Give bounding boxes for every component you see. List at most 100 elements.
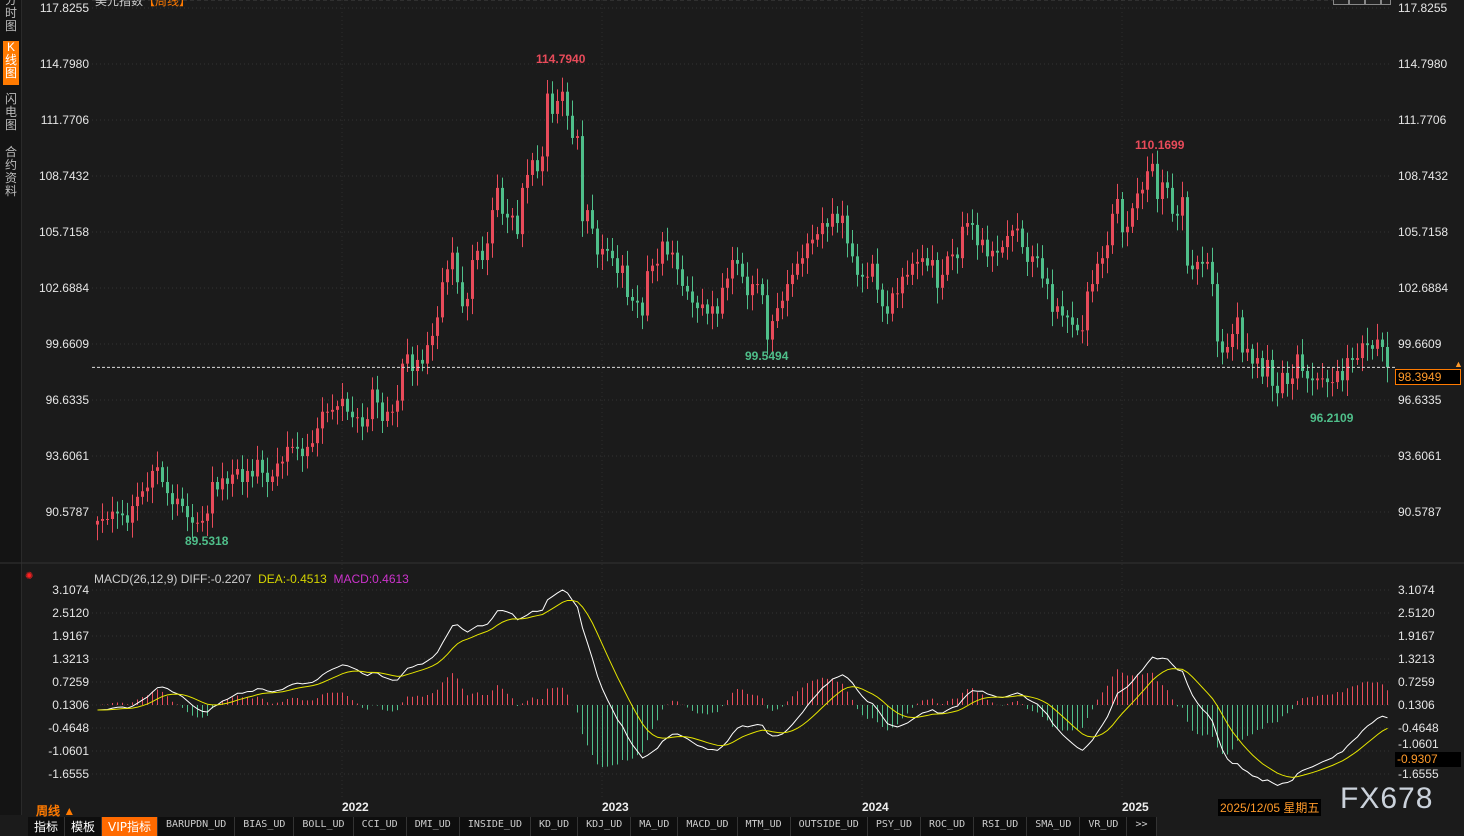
candle-body <box>606 248 609 251</box>
indicator-settings-icon[interactable]: ✺ <box>25 571 34 582</box>
scroll-left-button[interactable] <box>1349 0 1365 5</box>
indicator-tab[interactable]: 模板 <box>65 817 103 836</box>
indicator-tab[interactable]: ROC_UD <box>921 817 975 836</box>
candle-body <box>566 91 569 116</box>
price-axis-label: 105.7158 <box>1398 225 1449 239</box>
candle-body <box>146 487 149 492</box>
indicator-tab[interactable]: KD_UD <box>531 817 579 836</box>
candle-body <box>161 467 164 483</box>
indicator-tab[interactable]: 指标 <box>28 817 66 836</box>
candle-body <box>396 400 399 412</box>
indicator-tab[interactable]: MACD_UD <box>678 817 738 836</box>
macd-axis-label: 0.1306 <box>52 698 89 712</box>
candle-body <box>526 174 529 188</box>
price-axis-label: 111.7706 <box>1398 113 1447 127</box>
candle-body <box>1321 378 1324 380</box>
candle-body <box>241 469 244 483</box>
candle-body <box>1221 341 1224 353</box>
candle-body <box>546 93 549 157</box>
candle-body <box>841 215 844 224</box>
candle-body <box>541 156 544 172</box>
candle-body <box>971 223 974 225</box>
macd-axis-label: -1.6555 <box>48 767 89 781</box>
candle-body <box>1081 330 1084 332</box>
candle-body <box>706 304 709 314</box>
scroll-right-button[interactable] <box>1365 0 1381 5</box>
x-tick-label: 2022 <box>342 800 369 814</box>
candle-body <box>961 226 964 259</box>
indicator-tab[interactable]: MA_UD <box>631 817 679 836</box>
candle-body <box>531 160 534 175</box>
candle-body <box>851 243 854 257</box>
candle-body <box>766 295 769 340</box>
candle-body <box>861 274 864 277</box>
indicator-tab[interactable]: RSI_UD <box>974 817 1028 836</box>
candle-body <box>416 359 419 372</box>
candle-body <box>591 210 594 229</box>
sidebar-item-kline[interactable]: K线图 <box>3 41 19 85</box>
scroll-up-icon[interactable]: ▲ <box>1454 359 1463 369</box>
macd-axis-label: 1.9167 <box>52 629 89 643</box>
indicator-tab[interactable]: DMI_UD <box>407 817 460 836</box>
candle-body <box>661 241 664 264</box>
sidebar-item-flash[interactable]: 闪电图 <box>4 92 17 132</box>
candle-body <box>1351 358 1354 360</box>
candle-body <box>1181 197 1184 216</box>
indicator-tab[interactable]: MTM_UD <box>738 817 791 836</box>
indicator-tab[interactable]: CCI_UD <box>354 817 407 836</box>
sidebar-item-timeshare[interactable]: 分时图 <box>4 0 17 33</box>
price-axis-label: 99.6609 <box>1398 337 1442 351</box>
candle-body <box>386 411 389 421</box>
indicator-tab[interactable]: BOLL_UD <box>294 817 354 836</box>
candle-body <box>626 265 629 298</box>
sidebar-item-contract-info[interactable]: 合约资料 <box>4 145 17 198</box>
candle-body <box>1326 378 1329 383</box>
indicator-tab[interactable]: INSIDE_UD <box>460 817 531 836</box>
indicator-tab[interactable]: KDJ_UD <box>578 817 632 836</box>
candle-body <box>936 260 939 288</box>
candle-body <box>1316 378 1319 381</box>
candle-body <box>1061 306 1064 316</box>
candle-body <box>106 519 109 521</box>
candle-body <box>731 260 734 279</box>
indicator-tab[interactable]: BIAS_UD <box>235 817 295 836</box>
zoom-out-button[interactable] <box>1381 0 1391 5</box>
indicator-tab[interactable]: PSY_UD <box>868 817 921 836</box>
candle-body <box>826 223 829 227</box>
candle-body <box>951 254 954 257</box>
candle-body <box>791 274 794 285</box>
candle-body <box>381 402 384 421</box>
candle-body <box>811 239 814 244</box>
candle-body <box>211 482 214 514</box>
candle-body <box>646 271 649 316</box>
candle-body <box>311 443 314 447</box>
candle-body <box>551 93 554 114</box>
period-selector[interactable]: 周线 ▲ <box>36 804 76 818</box>
candle-body <box>1071 317 1074 325</box>
high-marker: 114.7940 <box>536 52 586 66</box>
candle-body <box>446 269 449 283</box>
candle-body <box>686 285 689 292</box>
indicator-tab[interactable]: VIP指标 <box>102 817 159 836</box>
zoom-in-button[interactable] <box>1333 0 1349 5</box>
candle-body <box>711 306 714 314</box>
candle-body <box>471 260 474 299</box>
indicator-tab[interactable]: VR_UD <box>1080 817 1128 836</box>
last-price-label: 98.3949 <box>1395 369 1461 385</box>
candle-body <box>361 417 364 427</box>
indicator-tab[interactable]: SMA_UD <box>1027 817 1081 836</box>
indicator-tab[interactable]: >> <box>1127 817 1157 836</box>
candle-body <box>1216 284 1219 342</box>
indicator-tab[interactable]: OUTSIDE_UD <box>791 817 868 836</box>
indicator-tab[interactable]: BARUPDN_UD <box>158 817 236 836</box>
candle-body <box>866 276 869 278</box>
candle-body <box>191 517 194 523</box>
candle-body <box>631 297 634 301</box>
macd-axis-label: 2.5120 <box>1398 606 1435 620</box>
candle-body <box>1371 345 1374 349</box>
candle-body <box>596 228 599 255</box>
candle-body <box>516 215 519 235</box>
candle-body <box>1246 348 1249 353</box>
candle-body <box>496 187 499 211</box>
